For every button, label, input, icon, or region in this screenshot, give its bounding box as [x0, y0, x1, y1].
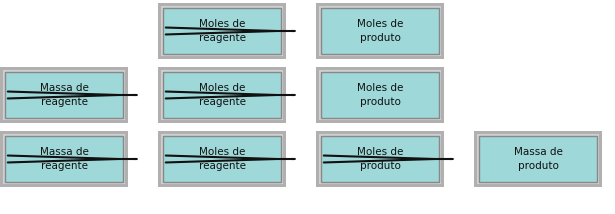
Text: Moles de
reagente: Moles de reagente	[199, 83, 245, 107]
Bar	[479, 136, 597, 182]
Bar	[319, 134, 441, 184]
Text: Moles de
reagente: Moles de reagente	[199, 147, 245, 171]
Bar	[158, 67, 286, 123]
Text: Moles de
produto: Moles de produto	[357, 147, 403, 171]
Bar	[0, 67, 128, 123]
Bar	[316, 3, 444, 59]
Bar	[321, 8, 439, 54]
Text: Moles de
produto: Moles de produto	[357, 83, 403, 107]
Bar	[477, 134, 599, 184]
Bar	[3, 70, 125, 120]
Bar	[163, 8, 281, 54]
Bar	[316, 131, 444, 187]
Text: Massa de
reagente: Massa de reagente	[39, 83, 89, 107]
Bar	[0, 131, 128, 187]
Bar	[474, 131, 602, 187]
Bar	[3, 134, 125, 184]
Bar	[158, 3, 286, 59]
Text: Massa de
produto: Massa de produto	[514, 147, 563, 171]
Bar	[5, 136, 123, 182]
Bar	[161, 6, 283, 56]
Bar	[316, 67, 444, 123]
Bar	[5, 72, 123, 118]
Bar	[163, 72, 281, 118]
Bar	[319, 70, 441, 120]
Bar	[321, 136, 439, 182]
Bar	[319, 6, 441, 56]
Text: Massa de
reagente: Massa de reagente	[39, 147, 89, 171]
Bar	[321, 72, 439, 118]
Text: Moles de
produto: Moles de produto	[357, 19, 403, 43]
Bar	[161, 134, 283, 184]
Text: Moles de
reagente: Moles de reagente	[199, 19, 245, 43]
Bar	[163, 136, 281, 182]
Bar	[158, 131, 286, 187]
Bar	[161, 70, 283, 120]
